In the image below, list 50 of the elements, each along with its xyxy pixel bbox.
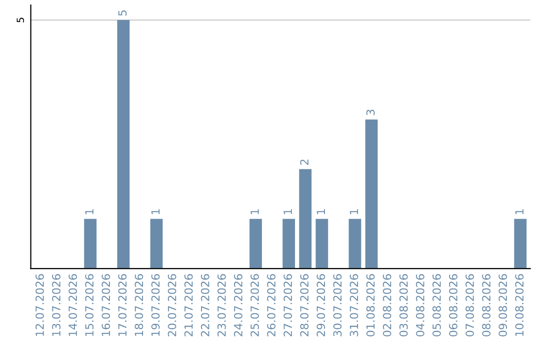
x-tick-label: 25.07.2026: [250, 274, 259, 336]
bar: [84, 218, 97, 269]
x-tick-label: 31.07.2026: [350, 274, 358, 336]
x-tick-label: 20.07.2026: [168, 274, 176, 336]
bar: [299, 169, 312, 269]
x-tick-label: 23.07.2026: [217, 274, 226, 336]
data-label: 1: [151, 209, 160, 214]
x-tick-label: 03.08.2026: [399, 274, 408, 336]
x-tick-label: 19.07.2026: [151, 274, 160, 336]
bar: [282, 218, 295, 269]
data-label: 2: [300, 160, 308, 165]
data-label: 1: [350, 209, 358, 214]
x-tick-label: 28.07.2026: [300, 274, 309, 336]
x-tick-label: 04.08.2026: [416, 274, 424, 336]
x-tick-label: 22.07.2026: [200, 274, 210, 336]
x-tick-label: 21.07.2026: [184, 274, 193, 336]
bar: [365, 119, 378, 269]
data-label: 1: [316, 209, 325, 214]
bar: [348, 218, 362, 269]
x-tick-label: 05.08.2026: [432, 274, 441, 336]
x-tick-label: 18.07.2026: [134, 274, 144, 336]
bar: [117, 20, 130, 269]
x-tick-label: 08.08.2026: [482, 274, 490, 336]
data-label: 1: [284, 209, 292, 214]
x-tick-label: 13.07.2026: [52, 274, 60, 336]
data-label: 3: [366, 110, 375, 116]
bar: [150, 218, 163, 269]
data-label: 1: [515, 209, 524, 214]
x-tick-label: 16.07.2026: [102, 274, 110, 336]
x-tick-label: 24.07.2026: [234, 274, 242, 336]
data-label: 5: [118, 10, 127, 16]
x-tick-label: 06.08.2026: [449, 274, 458, 336]
x-tick-label: 17.07.2026: [118, 274, 127, 336]
x-tick-label: 01.08.2026: [366, 274, 375, 336]
x-tick-label: 30.07.2026: [333, 274, 342, 336]
x-tick-label: 26.07.2026: [267, 274, 276, 336]
x-tick-label: 02.08.2026: [382, 274, 392, 336]
data-label: 1: [85, 209, 94, 214]
x-tick-label: 15.07.2026: [85, 274, 94, 336]
x-tick-label: 07.08.2026: [466, 274, 474, 336]
bar: [316, 218, 328, 269]
bar: [514, 218, 527, 269]
x-tick-label: 10.08.2026: [515, 274, 524, 336]
x-tick-label: 14.07.2026: [68, 274, 78, 336]
bar: [250, 218, 262, 269]
data-label: 1: [250, 209, 259, 214]
x-tick-label: 09.08.2026: [498, 274, 508, 336]
x-tick-label: 29.07.2026: [316, 274, 326, 336]
x-tick-label: 27.07.2026: [284, 274, 292, 336]
x-tick-label: 12.07.2026: [36, 274, 44, 336]
